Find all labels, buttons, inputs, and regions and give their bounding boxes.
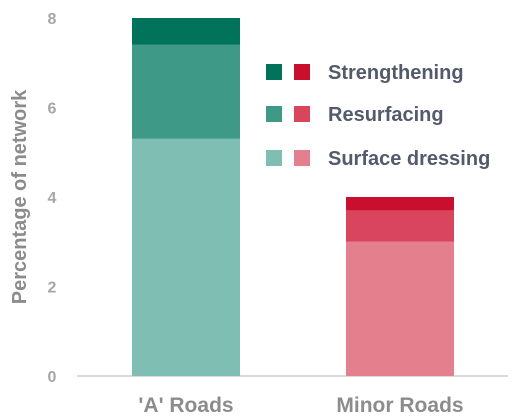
legend-swatch-resurfacing-a-roads [266, 106, 282, 122]
y-tick-label: 2 [48, 280, 57, 297]
bar-minor-roads-strengthening [346, 197, 454, 211]
category-label: 'A' Roads [138, 394, 233, 417]
bar-a-roads-surface-dressing [132, 138, 240, 376]
legend-swatch-strengthening-minor-roads [294, 64, 310, 80]
legend-swatch-surface-dressing-a-roads [266, 150, 282, 166]
y-tick-label: 8 [48, 11, 57, 28]
legend-swatch-resurfacing-minor-roads [294, 106, 310, 122]
bar-a-roads-strengthening [132, 18, 240, 45]
y-tick-label: 0 [48, 369, 57, 386]
legend-label: Strengthening [328, 62, 464, 84]
legend-label: Surface dressing [328, 148, 490, 170]
y-tick-label: 4 [48, 190, 57, 207]
category-label: Minor Roads [336, 394, 463, 417]
legend-swatch-surface-dressing-minor-roads [294, 150, 310, 166]
y-axis-label: Percentage of network [9, 89, 31, 304]
bar-minor-roads-resurfacing [346, 210, 454, 242]
legend-label: Resurfacing [328, 104, 444, 126]
bar-a-roads-resurfacing [132, 44, 240, 139]
y-tick-label: 6 [48, 101, 57, 118]
legend-swatch-strengthening-a-roads [266, 64, 282, 80]
bar-minor-roads-surface-dressing [346, 241, 454, 376]
